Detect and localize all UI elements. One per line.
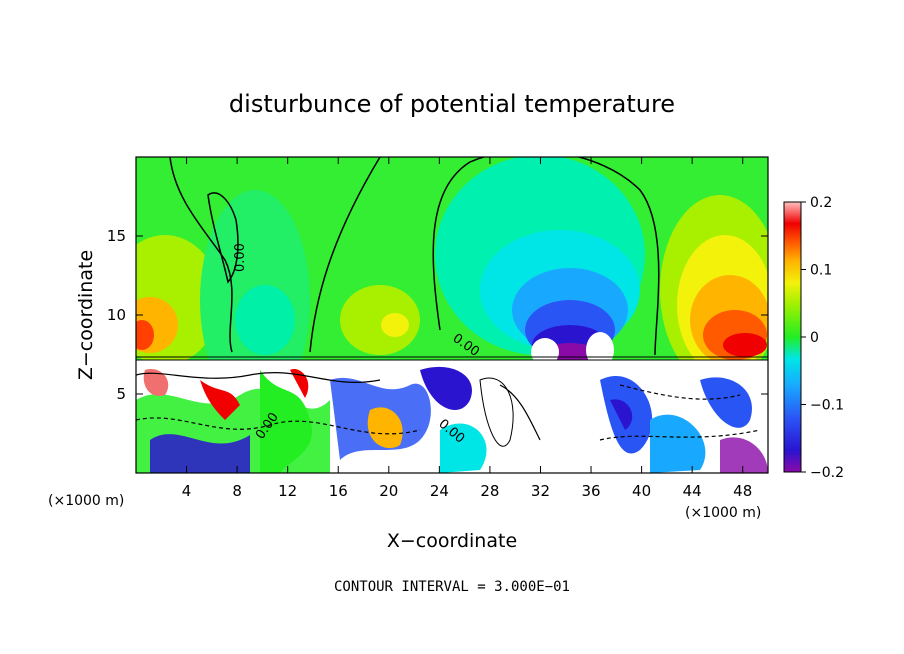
x-tick-label: 24 (430, 482, 449, 500)
contour-interval-text: CONTOUR INTERVAL = 3.000E−01 (334, 579, 570, 595)
colorbar-tick-label: 0.1 (810, 263, 832, 279)
colorbar-tick-label: 0 (810, 330, 819, 346)
colorbar-tick-label: 0.2 (810, 195, 832, 211)
x-tick-label: 32 (531, 482, 550, 500)
y-tick-label: 5 (116, 385, 126, 403)
x-tick-label: 48 (733, 482, 752, 500)
contour-label: 0.00 (233, 243, 248, 272)
x-axis-label: X−coordinate (387, 530, 517, 552)
x-tick-label: 12 (278, 482, 297, 500)
x-tick-label: 8 (232, 482, 242, 500)
x-tick-label: 4 (182, 482, 192, 500)
x-tick-label: 40 (632, 482, 651, 500)
x-unit-left: (×1000 m) (48, 493, 124, 509)
y-axis-label: Z−coordinate (75, 250, 97, 380)
x-unit-right: (×1000 m) (685, 505, 761, 521)
y-tick-labels: 5 10 15 (107, 227, 126, 403)
x-tick-label: 20 (379, 482, 398, 500)
colorbar-tick-label: −0.1 (810, 398, 844, 414)
axis-ticks (136, 157, 768, 473)
field-image (136, 157, 768, 473)
colorbar (783, 201, 802, 473)
colorbar-tick-label: −0.2 (810, 465, 844, 481)
x-tick-label: 44 (683, 482, 702, 500)
chart-title: disturbunce of potential temperature (229, 90, 675, 118)
x-tick-labels: 4 8 12 16 20 24 28 32 36 40 44 48 (182, 482, 752, 500)
y-tick-label: 10 (107, 306, 126, 324)
x-tick-label: 16 (329, 482, 348, 500)
colorbar-ticks: 0.2 0.1 0 −0.1 −0.2 (801, 195, 844, 481)
y-tick-label: 15 (107, 227, 126, 245)
x-tick-label: 36 (581, 482, 600, 500)
x-tick-label: 28 (480, 482, 499, 500)
